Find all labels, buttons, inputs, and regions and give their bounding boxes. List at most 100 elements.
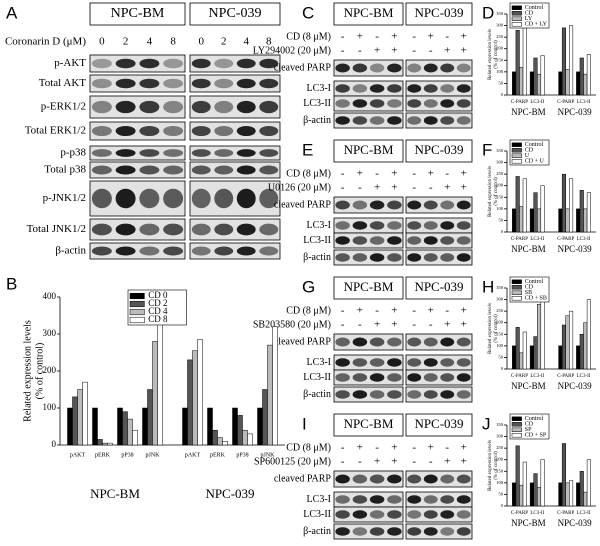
row-label: p-JNK1/2 [43,192,86,204]
blot-band [259,165,279,175]
group-label: NPC-BM [344,142,394,157]
treatment-sign: + [444,182,450,194]
blot-band [456,510,471,519]
y-tick-label: 200 [496,320,504,325]
legend-label: CD [525,422,534,428]
blot-box [405,506,473,523]
treatment-sign: - [445,168,449,180]
blot-band [352,373,368,382]
blot-box [405,59,473,77]
blot-band [352,358,368,367]
blot-band [440,253,455,262]
treatment-sign: + [428,31,434,43]
blot-box [405,386,473,403]
blot-band [214,78,234,89]
header-box [333,2,404,26]
blot-band [115,125,136,137]
bar [519,206,524,233]
group-label: NPC-BM [344,416,394,431]
blot-band [423,221,438,230]
blot-band [236,100,256,114]
blot-band [456,337,471,347]
treatment-sign: + [357,305,363,317]
group-label: NPC-BM [344,5,394,20]
x-tick-label: C-PARP [511,237,528,242]
bar [522,178,527,233]
bar [579,471,584,507]
blot-band [387,337,402,347]
blot-band [440,200,455,210]
blot-band [423,390,438,399]
blot-band [440,358,455,367]
legend-swatch [511,142,522,147]
group-label: NPC-BM [90,486,140,501]
blot-box [333,249,404,266]
treatment-sign: - [375,442,379,454]
legend-swatch [511,279,522,284]
y-tick-label: 150 [496,331,504,336]
header-box [333,139,404,163]
blot-band [407,116,422,125]
bar [515,445,520,507]
legend-label: CD + SB [525,296,547,302]
blot-band [139,165,160,175]
bar [540,55,545,96]
treatment-sign: - [412,168,416,180]
x-tick-label: pJNK [145,452,160,458]
treatment-label: LY294002 (20 μM) [253,45,331,56]
bar [152,341,158,446]
blot-band [163,149,184,157]
y-axis-label: (% of control) [34,343,45,400]
legend-label: CD 0 [148,290,168,300]
row-label: β-actin [303,389,331,400]
lane-label: 0 [199,36,205,48]
bar [222,441,228,446]
blot-box [189,242,281,260]
blot-box [333,95,404,112]
treatment-sign: + [444,45,450,57]
blot-band [335,337,350,347]
blot-band [369,527,385,536]
bar [537,208,542,233]
treatment-sign: + [374,456,380,468]
treatment-label: SP600125 (20 μM) [254,456,331,467]
blot-band [423,510,438,519]
x-tick-label: C-PARP [511,100,528,105]
blot-band [440,236,455,245]
x-tick-label: pP38 [236,452,248,458]
row-label: Total AKT [39,77,86,89]
treatment-sign: + [461,182,467,194]
y-tick-label: 350 [496,422,504,427]
blot-band [91,58,112,69]
blot-band [423,236,438,245]
bar [512,345,517,370]
blot-band [352,116,368,125]
blot-band [191,165,211,175]
blot-band [139,188,160,209]
bar [533,473,538,507]
y-axis-label: Related expression levels [488,166,493,217]
row-label: β-actin [303,115,331,126]
legend-label: CD + SP [525,433,547,439]
bar [529,208,534,233]
bar [576,482,581,507]
blot-band [214,223,234,236]
blot-band [456,236,471,245]
blot-band [115,78,136,89]
legend-swatch [511,159,522,164]
header-box [405,413,473,437]
legend-box [509,2,550,29]
treatment-sign: - [358,45,362,57]
blot-band [139,78,160,89]
legend-label: U [525,153,530,159]
blot-band [214,149,234,157]
blot-band [335,527,350,536]
blot-band [115,100,136,114]
legend-label: Control [525,416,544,422]
bar [522,461,527,507]
y-axis-label: Related expression levels [22,320,33,422]
bar [533,57,538,96]
y-tick-label: 350 [496,148,504,153]
blot-box [333,386,404,403]
bar [92,407,98,446]
